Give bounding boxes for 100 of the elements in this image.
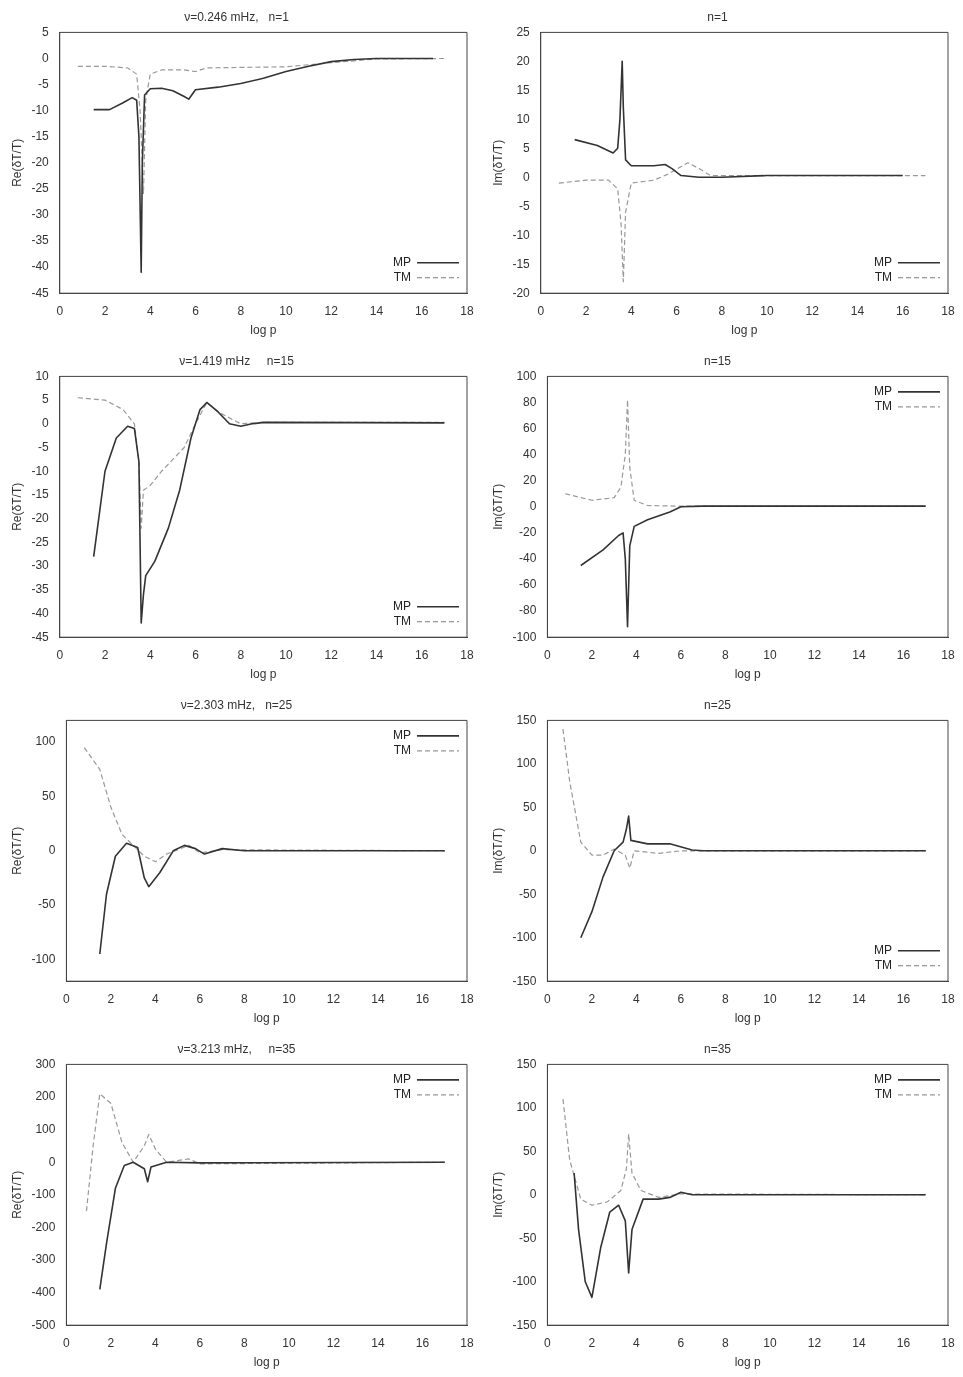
legend-label: MP (874, 255, 892, 270)
y-axis-title: Im(δT/T) (490, 1171, 505, 1218)
y-tick-label: 0 (523, 169, 531, 184)
x-tick-label: 6 (677, 991, 685, 1006)
y-tick-label: 0 (42, 50, 50, 65)
x-axis-title: log p (734, 667, 762, 682)
y-tick-label: -15 (31, 487, 50, 502)
chart-title: ν=2.303 mHz, n=25 (180, 697, 293, 712)
y-tick-label: -20 (31, 155, 50, 170)
y-tick-label: 0 (529, 1187, 537, 1202)
y-tick-label: -50 (519, 1230, 537, 1245)
y-tick-label: -40 (31, 259, 50, 274)
x-tick-label: 14 (852, 991, 866, 1006)
y-tick-label: -150 (512, 973, 537, 988)
y-tick-label: 100 (516, 756, 537, 771)
y-tick-label: -35 (31, 233, 50, 248)
x-tick-label: 4 (146, 303, 154, 318)
y-tick-label: -30 (31, 558, 50, 573)
y-tick-label: 25 (516, 24, 531, 39)
x-tick-label: 4 (633, 1335, 641, 1350)
x-tick-label: 12 (326, 1335, 341, 1350)
y-axis-title: Im(δT/T) (490, 827, 505, 874)
y-tick-label: 5 (42, 24, 50, 39)
x-tick-label: 8 (237, 647, 245, 662)
x-tick-label: 4 (633, 647, 641, 662)
x-axis-title: log p (250, 667, 277, 682)
x-tick-label: 10 (763, 647, 777, 662)
legend-label: MP (874, 943, 892, 958)
x-axis-title: log p (250, 323, 277, 338)
x-tick-label: 10 (282, 1335, 296, 1350)
x-tick-label: 16 (415, 1335, 430, 1350)
chart-title: n=35 (703, 1041, 732, 1056)
x-tick-label: 12 (805, 303, 820, 318)
x-tick-label: 14 (852, 647, 866, 662)
legend-label: MP (874, 384, 892, 399)
y-tick-label: 100 (35, 1121, 56, 1136)
y-axis-title: Re(δT/T) (9, 138, 24, 187)
x-tick-label: 8 (722, 991, 730, 1006)
x-tick-label: 16 (415, 991, 430, 1006)
y-axis-title: Im(δT/T) (490, 483, 505, 530)
y-tick-label: -30 (31, 207, 50, 222)
x-tick-label: 8 (722, 647, 730, 662)
x-tick-label: 2 (588, 1335, 596, 1350)
x-tick-label: 8 (241, 991, 249, 1006)
legend-label: TM (393, 743, 411, 758)
y-tick-label: 5 (42, 392, 50, 407)
y-tick-label: -10 (512, 227, 531, 242)
x-tick-label: 18 (460, 1335, 474, 1350)
chart-title: n=25 (703, 697, 732, 712)
y-tick-label: -100 (512, 629, 537, 644)
x-tick-label: 2 (101, 303, 109, 318)
y-tick-label: -10 (31, 102, 50, 117)
y-tick-label: 0 (48, 1154, 56, 1169)
legend-label: TM (874, 958, 892, 973)
y-tick-label: 150 (516, 1056, 537, 1071)
chart-title: n=15 (703, 353, 732, 368)
x-tick-label: 10 (282, 991, 296, 1006)
x-tick-label: 10 (760, 303, 774, 318)
y-tick-label: -100 (512, 1274, 537, 1289)
x-tick-label: 14 (369, 647, 384, 662)
y-tick-label: 100 (35, 734, 56, 749)
y-tick-label: 100 (516, 368, 537, 383)
chart-title: ν=3.213 mHz, n=35 (177, 1041, 296, 1056)
x-tick-label: 2 (101, 647, 109, 662)
x-tick-label: 2 (588, 647, 596, 662)
y-tick-label: 50 (523, 1143, 537, 1158)
x-tick-label: 16 (896, 303, 910, 318)
x-tick-label: 12 (807, 991, 822, 1006)
legend-label: TM (393, 1087, 411, 1102)
y-tick-label: -100 (31, 951, 56, 966)
x-tick-label: 12 (807, 647, 822, 662)
x-tick-label: 4 (152, 991, 160, 1006)
x-tick-label: 18 (941, 647, 955, 662)
x-tick-label: 2 (588, 991, 596, 1006)
y-tick-label: -5 (38, 439, 50, 454)
x-axis-title: log p (734, 1355, 762, 1370)
y-tick-label: -10 (31, 463, 50, 478)
x-tick-label: 6 (677, 647, 685, 662)
x-tick-label: 18 (941, 303, 955, 318)
y-tick-label: -50 (38, 897, 56, 912)
x-tick-label: 6 (196, 991, 204, 1006)
x-tick-label: 6 (196, 1335, 204, 1350)
y-tick-label: 10 (516, 111, 531, 126)
y-tick-label: -200 (31, 1219, 56, 1234)
y-tick-label: 200 (35, 1089, 56, 1104)
x-tick-label: 18 (941, 991, 955, 1006)
x-tick-label: 14 (371, 991, 385, 1006)
legend-label: MP (393, 1072, 411, 1087)
x-tick-label: 12 (324, 647, 339, 662)
legend-label: MP (393, 728, 411, 743)
x-tick-label: 4 (627, 303, 635, 318)
x-axis-title: log p (253, 1355, 281, 1370)
y-tick-label: -15 (31, 129, 50, 144)
x-tick-label: 2 (107, 1335, 115, 1350)
y-tick-label: -40 (519, 551, 537, 566)
x-tick-label: 2 (107, 991, 115, 1006)
y-tick-label: 20 (516, 53, 531, 68)
y-tick-label: -80 (519, 603, 537, 618)
x-tick-label: 14 (852, 1335, 866, 1350)
x-tick-label: 10 (279, 647, 293, 662)
